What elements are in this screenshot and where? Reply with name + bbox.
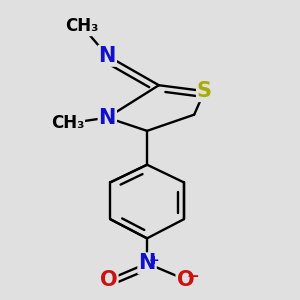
Text: N: N: [99, 108, 116, 127]
Text: −: −: [186, 268, 199, 284]
Text: N: N: [99, 46, 116, 66]
Text: +: +: [149, 254, 160, 267]
Text: CH₃: CH₃: [66, 17, 99, 35]
Text: CH₃: CH₃: [51, 115, 84, 133]
Text: O: O: [100, 270, 118, 290]
Text: O: O: [176, 270, 194, 290]
Text: N: N: [138, 254, 156, 273]
Text: S: S: [197, 81, 212, 101]
